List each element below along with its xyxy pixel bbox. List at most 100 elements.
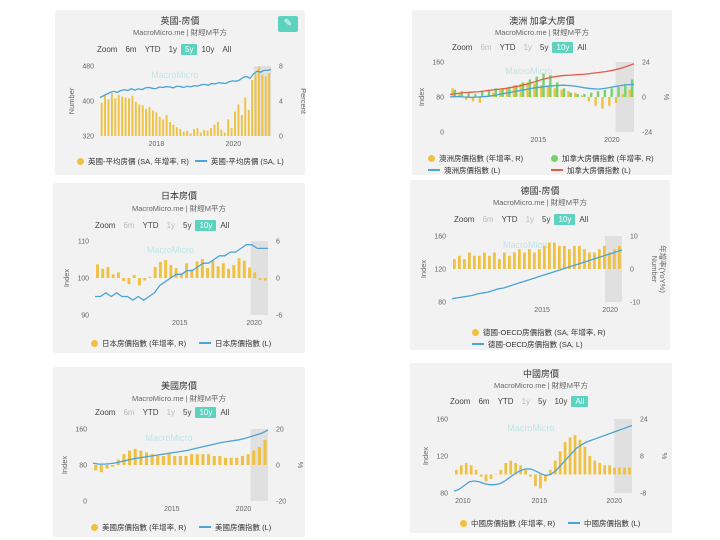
zoom-option-10y[interactable]: 10y bbox=[195, 407, 217, 418]
chart-legend: 英國-平均房價 (SA, 年增率, R) 英國-平均房價 (SA, L) bbox=[77, 155, 302, 167]
bar bbox=[568, 249, 571, 269]
y-tick-right: 0 bbox=[279, 134, 283, 141]
bar bbox=[164, 260, 168, 278]
legend-line-icon bbox=[199, 342, 211, 344]
y-axis-label-right: % bbox=[662, 94, 671, 101]
zoom-option-1y[interactable]: 1y bbox=[166, 408, 176, 417]
pencil-icon[interactable]: ✎ bbox=[278, 16, 298, 32]
bar bbox=[580, 95, 584, 97]
bar bbox=[117, 94, 120, 136]
bar bbox=[124, 97, 127, 136]
zoom-option-5y[interactable]: 5y bbox=[538, 397, 547, 406]
zoom-option-6m[interactable]: 6m bbox=[482, 215, 494, 224]
bar bbox=[127, 278, 131, 285]
bar bbox=[240, 115, 243, 136]
bar bbox=[578, 245, 581, 269]
legend-item[interactable]: 英國-平均房價 (SA, 年增率, R) bbox=[77, 155, 189, 167]
zoom-option-ytd[interactable]: YTD bbox=[497, 397, 514, 406]
bar bbox=[494, 474, 498, 475]
zoom-option-10y[interactable]: 10y bbox=[554, 214, 576, 225]
bar bbox=[162, 119, 165, 136]
legend-item[interactable]: 美國房價指數 (L) bbox=[199, 521, 301, 533]
bar bbox=[203, 129, 206, 136]
zoom-option-10y[interactable]: 10y bbox=[552, 42, 574, 53]
zoom-option-1y[interactable]: 1y bbox=[523, 43, 533, 52]
legend-line-icon bbox=[568, 522, 580, 524]
zoom-option-1y[interactable]: 1y bbox=[521, 397, 531, 406]
bar bbox=[519, 465, 522, 475]
bar bbox=[608, 252, 611, 269]
bar bbox=[460, 91, 463, 97]
legend-item[interactable]: 日本房價指數 (L) bbox=[199, 337, 301, 349]
zoom-option-ytd[interactable]: YTD bbox=[142, 221, 159, 230]
zoom-option-ytd[interactable]: YTD bbox=[144, 45, 161, 54]
chart-legend: 中國房價指數 (年增率, R) 中國房價指數 (L) bbox=[460, 517, 670, 529]
zoom-option-10y[interactable]: 10y bbox=[554, 397, 568, 406]
legend-item[interactable]: 澳洲房價指數 (L) bbox=[428, 164, 545, 176]
x-tick: 2015 bbox=[172, 320, 188, 327]
legend-line-icon bbox=[551, 169, 563, 171]
zoom-option-6m[interactable]: 6m bbox=[478, 397, 490, 406]
bar bbox=[558, 451, 562, 475]
legend-item[interactable]: 澳洲房價指數 (年增率, R) bbox=[428, 152, 545, 164]
legend-item[interactable]: 中國房價指數 (L) bbox=[568, 517, 670, 529]
bar bbox=[587, 97, 591, 102]
legend-item[interactable]: 德國-OECD房價指數 (SA, L) bbox=[472, 338, 662, 350]
bar bbox=[144, 452, 149, 465]
zoom-option-all[interactable]: All bbox=[571, 396, 589, 407]
zoom-option-ytd[interactable]: YTD bbox=[499, 43, 516, 52]
zoom-option-5y[interactable]: 5y bbox=[542, 215, 551, 224]
bar bbox=[548, 242, 551, 269]
bar bbox=[248, 267, 251, 278]
legend-item[interactable]: 英國-平均房價 (SA, L) bbox=[194, 155, 302, 167]
legend-item[interactable]: 美國房價指數 (年增率, R) bbox=[91, 521, 193, 533]
zoom-option-all[interactable]: All bbox=[579, 215, 589, 224]
legend-item[interactable]: 加拿大房價指數 (L) bbox=[551, 164, 668, 176]
legend-item[interactable]: 德國-OECD房價指數 (SA, 年增率, R) bbox=[472, 326, 662, 338]
chart-card-uk: 英國-房價 MacroMicro.me | 財經M平方 ✎ Zoom 6m YTD 1… bbox=[55, 10, 308, 175]
bar bbox=[451, 88, 454, 97]
zoom-option-1y[interactable]: 1y bbox=[525, 215, 535, 224]
legend-item[interactable]: 加拿大房價指數 (年增率, R) bbox=[551, 152, 668, 164]
legend-item[interactable]: 日本房價指數 (年增率, R) bbox=[91, 337, 193, 349]
chart-title: 中國房價 bbox=[522, 369, 559, 379]
zoom-option-ytd[interactable]: YTD bbox=[501, 215, 518, 224]
zoom-option-6m[interactable]: 6m bbox=[123, 408, 135, 417]
chart-card-us: 美國房價 MacroMicro.me | 財經M平方 Zoom 6m YTD 1y 5y… bbox=[53, 367, 305, 537]
bar bbox=[489, 474, 493, 480]
zoom-option-5y[interactable]: 5y bbox=[181, 44, 198, 55]
zoom-option-5y[interactable]: 5y bbox=[540, 43, 549, 52]
legend-label: 美國房價指數 (L) bbox=[215, 522, 272, 532]
y-tick-right: -24 bbox=[642, 130, 652, 137]
zoom-option-6m[interactable]: 6m bbox=[123, 221, 135, 230]
zoom-option-10y[interactable]: 10y bbox=[195, 220, 217, 231]
zoom-option-all[interactable]: All bbox=[220, 408, 230, 417]
legend-item[interactable]: 中國房價指數 (年增率, R) bbox=[460, 517, 562, 529]
zoom-option-5y[interactable]: 5y bbox=[183, 221, 192, 230]
zoom-option-6m[interactable]: 6m bbox=[125, 45, 137, 54]
bar bbox=[111, 465, 115, 467]
bar bbox=[628, 467, 631, 475]
bar bbox=[481, 91, 484, 97]
bar bbox=[223, 457, 228, 465]
zoom-option-all[interactable]: All bbox=[222, 45, 232, 54]
zoom-option-6m[interactable]: 6m bbox=[480, 43, 492, 52]
bar bbox=[131, 95, 134, 136]
bar bbox=[128, 98, 130, 136]
zoom-option-ytd[interactable]: YTD bbox=[142, 408, 159, 417]
bar bbox=[145, 108, 148, 136]
zoom-option-10y[interactable]: 10y bbox=[201, 45, 215, 54]
legend-label: 加拿大房價指數 (年增率, R) bbox=[562, 153, 654, 163]
zoom-option-all[interactable]: All bbox=[220, 221, 230, 230]
bar bbox=[573, 435, 577, 475]
chart-plot: MacroMicro 110 100 90 6 0 -6 2015 2020 Index bbox=[62, 239, 282, 328]
zoom-option-1y[interactable]: 1y bbox=[166, 221, 176, 230]
zoom-option-all[interactable]: All bbox=[577, 43, 587, 52]
zoom-option-1y[interactable]: 1y bbox=[168, 45, 178, 54]
bar bbox=[464, 462, 468, 475]
bar bbox=[538, 249, 541, 269]
chart-title: 澳洲 加拿大房價 bbox=[509, 16, 575, 26]
zoom-option-5y[interactable]: 5y bbox=[183, 408, 192, 417]
legend-label: 英國-平均房價 (SA, L) bbox=[210, 156, 284, 166]
series-line bbox=[453, 424, 633, 492]
